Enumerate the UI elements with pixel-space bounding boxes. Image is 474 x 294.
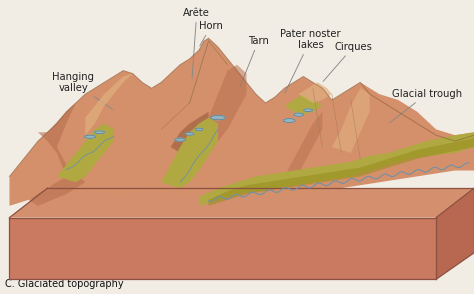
Polygon shape xyxy=(9,38,474,206)
Ellipse shape xyxy=(85,135,95,138)
Polygon shape xyxy=(299,82,332,103)
Text: Horn: Horn xyxy=(199,21,223,46)
Ellipse shape xyxy=(304,109,312,112)
Text: Cirques: Cirques xyxy=(323,42,372,81)
Ellipse shape xyxy=(283,119,295,122)
Ellipse shape xyxy=(175,138,185,141)
Ellipse shape xyxy=(211,116,225,120)
Polygon shape xyxy=(85,74,133,135)
Ellipse shape xyxy=(95,131,104,133)
Polygon shape xyxy=(284,112,322,182)
Polygon shape xyxy=(9,188,474,218)
Text: Hanging
valley: Hanging valley xyxy=(53,71,113,109)
Polygon shape xyxy=(209,138,474,206)
Polygon shape xyxy=(332,88,370,153)
Text: Tarn: Tarn xyxy=(240,36,269,87)
Ellipse shape xyxy=(195,128,203,131)
Polygon shape xyxy=(9,218,436,279)
Ellipse shape xyxy=(294,113,303,116)
Ellipse shape xyxy=(185,132,194,135)
Text: Glacial trough: Glacial trough xyxy=(390,89,462,123)
Text: C. Glaciated topography: C. Glaciated topography xyxy=(5,279,123,289)
Polygon shape xyxy=(57,123,114,182)
Polygon shape xyxy=(284,94,322,115)
Polygon shape xyxy=(209,65,246,141)
Polygon shape xyxy=(171,112,209,153)
Polygon shape xyxy=(199,132,474,206)
Text: Pater noster
lakes: Pater noster lakes xyxy=(280,29,341,93)
Polygon shape xyxy=(161,118,218,188)
Polygon shape xyxy=(436,188,474,279)
Text: Arête: Arête xyxy=(183,8,210,78)
Polygon shape xyxy=(28,103,85,206)
